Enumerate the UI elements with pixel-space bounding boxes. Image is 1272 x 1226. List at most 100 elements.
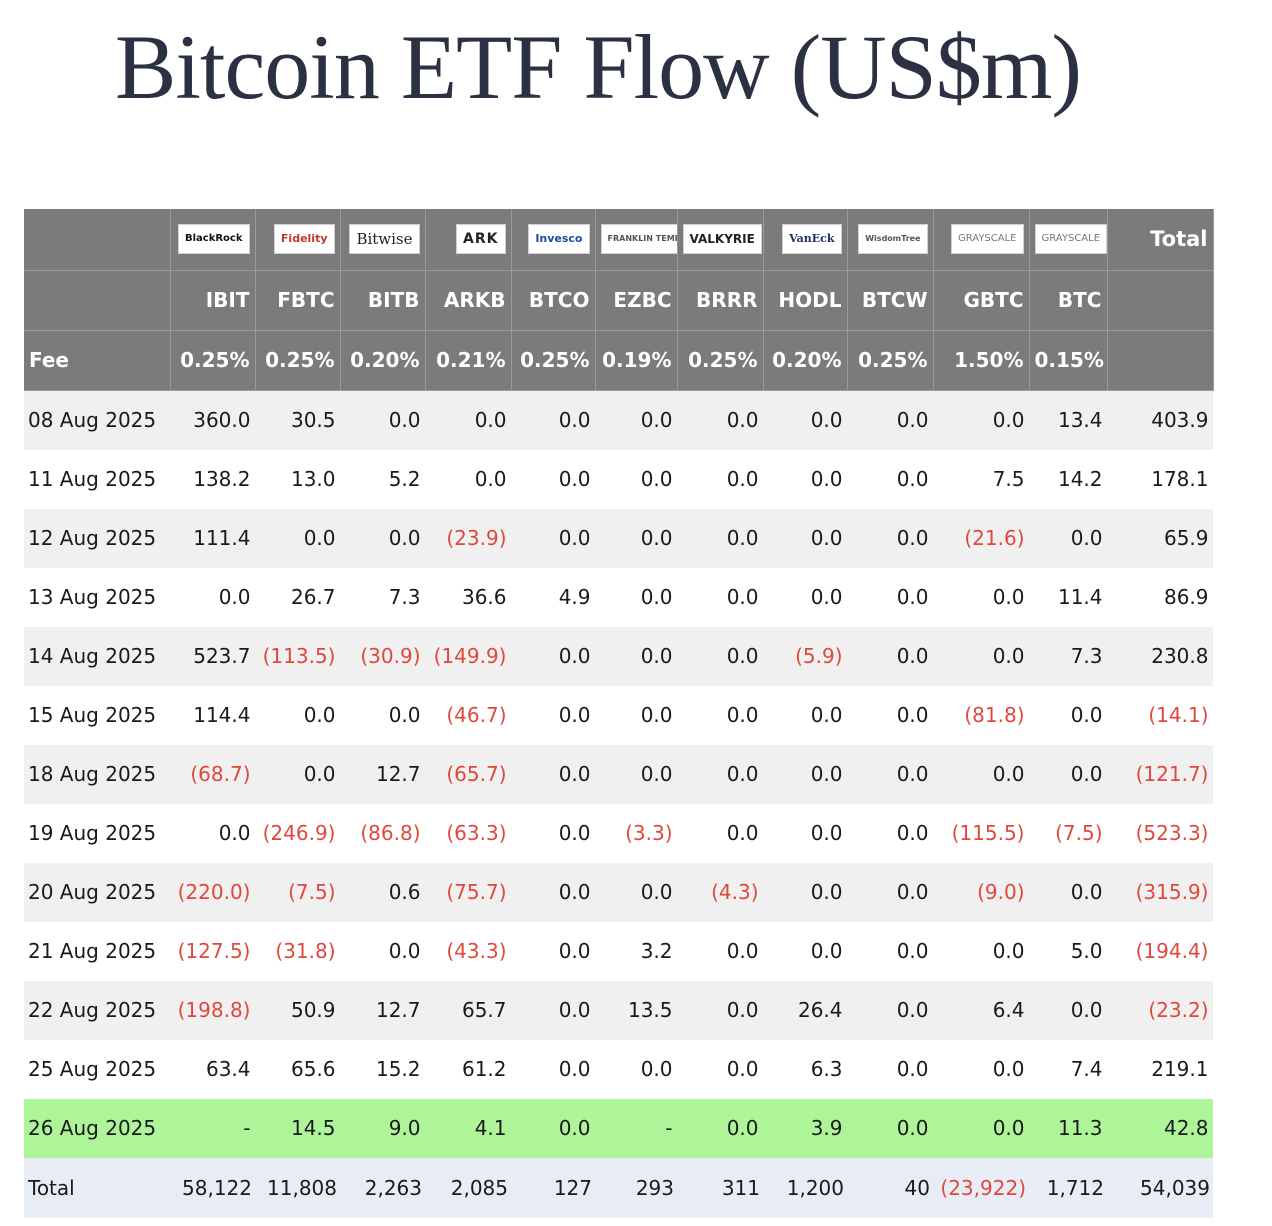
total-cell-ezbc: 293 xyxy=(595,1157,677,1218)
flow-cell-ezbc: 0.0 xyxy=(595,567,677,627)
flow-cell-btcw: 0.0 xyxy=(847,1039,933,1099)
row-total: 178.1 xyxy=(1107,449,1213,509)
flow-cell-btc: 7.3 xyxy=(1029,626,1107,686)
flow-cell-hodl: 0.0 xyxy=(763,390,847,450)
table-row: 25 Aug 2025 63.4 65.6 15.2 61.2 0.0 0.0 0.0 6.3 0… xyxy=(24,1039,1213,1099)
grayscale-mini-logo: GRAYSCALE xyxy=(1034,224,1106,255)
row-total: 86.9 xyxy=(1107,567,1213,627)
total-cell-arkb: 2,085 xyxy=(425,1157,511,1218)
ticker-brrr: BRRR xyxy=(677,270,764,331)
flow-rows: 08 Aug 2025 360.0 30.5 0.0 0.0 0.0 0.0 0.0 0.0 0.… xyxy=(24,390,1213,1158)
table-row: 20 Aug 2025 (220.0) (7.5) 0.6 (75.7) 0.0 0.0 (4… xyxy=(24,862,1213,922)
row-date: 14 Aug 2025 xyxy=(24,626,170,686)
flow-cell-fbtc: (246.9) xyxy=(255,803,340,863)
flow-cell-fbtc: (113.5) xyxy=(255,626,340,686)
flow-cell-fbtc: 0.0 xyxy=(255,508,340,568)
ticker-ezbc: EZBC xyxy=(595,270,678,331)
flow-cell-ezbc: 3.2 xyxy=(595,921,677,981)
flow-cell-ibit: 138.2 xyxy=(170,449,255,509)
flow-cell-hodl: 0.0 xyxy=(763,567,847,627)
flow-cell-fbtc: 0.0 xyxy=(255,685,340,745)
flow-cell-gbtc: 0.0 xyxy=(933,626,1029,686)
flow-cell-hodl: 26.4 xyxy=(763,980,847,1040)
flow-cell-arkb: (65.7) xyxy=(425,744,511,804)
flow-cell-gbtc: 0.0 xyxy=(933,1098,1029,1158)
flow-cell-bitb: 0.0 xyxy=(340,390,425,450)
flow-cell-btcw: 0.0 xyxy=(847,508,933,568)
flow-cell-fbtc: 0.0 xyxy=(255,744,340,804)
row-date: 26 Aug 2025 xyxy=(24,1098,170,1158)
flow-cell-bitb: 5.2 xyxy=(340,449,425,509)
row-total: 65.9 xyxy=(1107,508,1213,568)
valkyrie-logo: VALKYRIE xyxy=(682,224,762,255)
issuer-logo-row: BlackRock Fidelity Bitwise ARK Invesco F… xyxy=(24,209,1214,271)
ticker-btcw: BTCW xyxy=(847,270,934,331)
grayscale-logo: GRAYSCALE xyxy=(950,224,1024,255)
flow-cell-btc: 0.0 xyxy=(1029,862,1107,922)
fidelity-logo: Fidelity xyxy=(273,224,335,255)
flow-cell-btcw: 0.0 xyxy=(847,1098,933,1158)
ticker-btco: BTCO xyxy=(511,270,596,331)
table-row: 18 Aug 2025 (68.7) 0.0 12.7 (65.7) 0.0 0.0 0.0 0… xyxy=(24,744,1213,804)
flow-cell-arkb: (75.7) xyxy=(425,862,511,922)
flow-cell-btcw: 0.0 xyxy=(847,980,933,1040)
flow-cell-gbtc: 6.4 xyxy=(933,980,1029,1040)
flow-cell-hodl: 6.3 xyxy=(763,1039,847,1099)
flow-cell-hodl: 0.0 xyxy=(763,921,847,981)
flow-cell-arkb: 4.1 xyxy=(425,1098,511,1158)
flow-cell-btcw: 0.0 xyxy=(847,862,933,922)
total-column-header: Total xyxy=(1107,209,1214,271)
row-date: 20 Aug 2025 xyxy=(24,862,170,922)
flow-cell-brrr: 0.0 xyxy=(677,1098,763,1158)
blackrock-logo: BlackRock xyxy=(177,224,250,255)
flow-cell-btco: 0.0 xyxy=(511,508,595,568)
flow-cell-arkb: 61.2 xyxy=(425,1039,511,1099)
flow-cell-bitb: 12.7 xyxy=(340,980,425,1040)
page-title: Bitcoin ETF Flow (US$m) xyxy=(114,16,1082,118)
fee-btc: 0.15% xyxy=(1029,330,1108,391)
row-date: 11 Aug 2025 xyxy=(24,449,170,509)
flow-cell-arkb: 0.0 xyxy=(425,449,511,509)
flow-cell-bitb: 0.0 xyxy=(340,685,425,745)
row-total: 230.8 xyxy=(1107,626,1213,686)
flow-cell-btco: 0.0 xyxy=(511,390,595,450)
table-row: 14 Aug 2025 523.7 (113.5) (30.9) (149.9) 0.0 0… xyxy=(24,626,1213,686)
row-total: (14.1) xyxy=(1107,685,1213,745)
flow-cell-fbtc: (31.8) xyxy=(255,921,340,981)
flow-cell-btcw: 0.0 xyxy=(847,567,933,627)
flow-cell-ezbc: (3.3) xyxy=(595,803,677,863)
flow-cell-gbtc: (115.5) xyxy=(933,803,1029,863)
etf-flow-table: BlackRock Fidelity Bitwise ARK Invesco F… xyxy=(24,209,1214,1218)
flow-cell-btc: 13.4 xyxy=(1029,390,1107,450)
flow-cell-bitb: 9.0 xyxy=(340,1098,425,1158)
flow-cell-gbtc: 0.0 xyxy=(933,744,1029,804)
flow-cell-ibit: 111.4 xyxy=(170,508,255,568)
flow-cell-btc: (7.5) xyxy=(1029,803,1107,863)
flow-cell-gbtc: (21.6) xyxy=(933,508,1029,568)
flow-cell-gbtc: 0.0 xyxy=(933,567,1029,627)
flow-cell-gbtc: 0.0 xyxy=(933,390,1029,450)
flow-cell-btco: 0.0 xyxy=(511,1098,595,1158)
ticker-arkb: ARKB xyxy=(425,270,512,331)
flow-cell-hodl: 0.0 xyxy=(763,803,847,863)
table-row: 26 Aug 2025-14.5 9.0 4.1 0.0-0.0 3.9 0.0 0.0 11… xyxy=(24,1098,1213,1158)
row-total: (121.7) xyxy=(1107,744,1213,804)
total-row: Total 58,122 11,808 2,263 2,085 127 293 311 1,20… xyxy=(24,1157,1213,1218)
ticker-btc: BTC xyxy=(1029,270,1108,331)
flow-cell-arkb: 36.6 xyxy=(425,567,511,627)
flow-cell-hodl: 0.0 xyxy=(763,449,847,509)
flow-cell-fbtc: 65.6 xyxy=(255,1039,340,1099)
flow-cell-gbtc: 0.0 xyxy=(933,921,1029,981)
flow-cell-btc: 14.2 xyxy=(1029,449,1107,509)
flow-cell-arkb: (43.3) xyxy=(425,921,511,981)
flow-cell-btco: 0.0 xyxy=(511,862,595,922)
table-row: 11 Aug 2025 138.2 13.0 5.2 0.0 0.0 0.0 0.0 0.0 0.… xyxy=(24,449,1213,509)
row-total: (194.4) xyxy=(1107,921,1213,981)
flow-cell-ezbc: 0.0 xyxy=(595,626,677,686)
flow-cell-btcw: 0.0 xyxy=(847,744,933,804)
flow-cell-btcw: 0.0 xyxy=(847,803,933,863)
flow-cell-btco: 0.0 xyxy=(511,921,595,981)
flow-cell-btc: 0.0 xyxy=(1029,508,1107,568)
flow-cell-arkb: (149.9) xyxy=(425,626,511,686)
flow-cell-brrr: 0.0 xyxy=(677,508,763,568)
